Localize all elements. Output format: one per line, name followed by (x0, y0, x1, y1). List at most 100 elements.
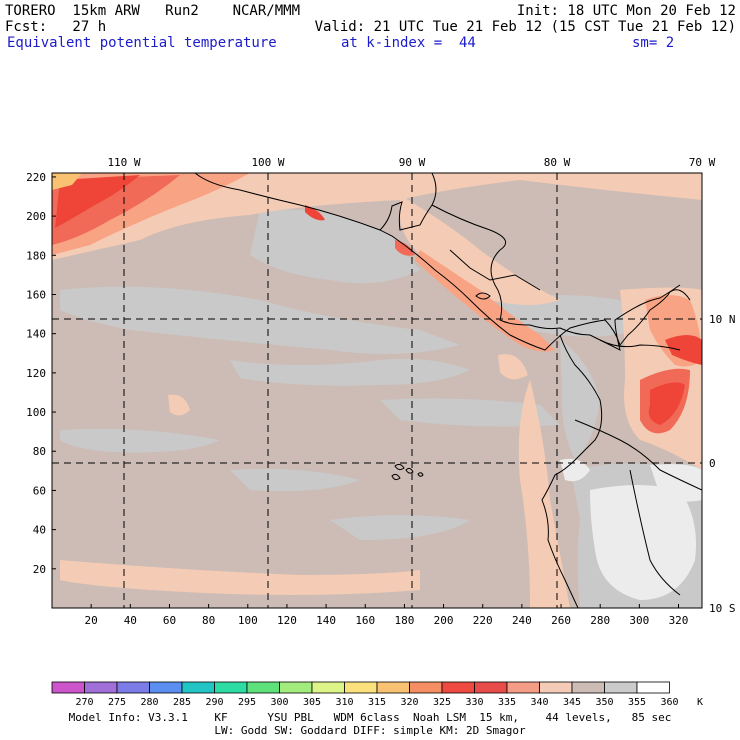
x-tick-label: 140 (316, 614, 336, 627)
x-tick-label: 40 (124, 614, 137, 627)
x-tick-label: 320 (669, 614, 689, 627)
lat-label-0: 0 (709, 457, 716, 470)
lon-label-70w: 70 W (689, 156, 716, 169)
legend-swatch (474, 681, 508, 694)
coastlines (194, 173, 702, 608)
x-tick-label: 180 (394, 614, 414, 627)
y-axis-ticks: 20 40 60 80 100 120 140 160 180 200 220 (26, 171, 56, 576)
gray-area (330, 515, 470, 540)
y-tick-label: 120 (26, 367, 46, 380)
y-tick-label: 180 (26, 249, 46, 262)
x-tick-label: 80 (202, 614, 215, 627)
white-area (650, 464, 702, 502)
legend-label: 355 (628, 697, 646, 708)
x-tick-label: 20 (85, 614, 98, 627)
legend-label: 270 (75, 697, 93, 708)
gray-area (250, 209, 420, 284)
gray-area (230, 468, 360, 492)
legend-swatch (214, 681, 248, 694)
legend-label: 350 (595, 697, 613, 708)
legend-swatch (604, 681, 638, 694)
legend-label: 320 (400, 697, 418, 708)
lon-label-110w: 110 W (107, 156, 140, 169)
legend-label: 310 (335, 697, 353, 708)
x-tick-label: 200 (434, 614, 454, 627)
legend-label: 285 (173, 697, 191, 708)
legend-swatch (344, 681, 378, 694)
warm-area (168, 394, 190, 416)
x-tick-label: 160 (355, 614, 375, 627)
gray-area (230, 358, 470, 386)
white-area (560, 458, 590, 482)
warm-area (498, 354, 528, 380)
y-tick-label: 60 (33, 484, 46, 497)
x-tick-label: 60 (163, 614, 176, 627)
y-tick-label: 80 (33, 445, 46, 458)
warm-strong-area (395, 240, 415, 256)
legend-label: 335 (498, 697, 516, 708)
y-tick-label: 40 (33, 524, 46, 537)
gray-area (60, 428, 220, 453)
warm-red-area (55, 175, 140, 228)
legend-swatch (571, 681, 605, 694)
legend-swatch (181, 681, 215, 694)
peru-border (574, 419, 702, 491)
legend-swatch (311, 681, 345, 694)
legend-label: 360 (660, 697, 678, 708)
caribbean-coast (431, 204, 591, 336)
white-area (590, 485, 696, 600)
colombia-coast (589, 284, 681, 351)
legend-label: 295 (238, 697, 256, 708)
y-tick-label: 20 (33, 563, 46, 576)
bolivia-border (629, 469, 681, 596)
yucatan-coast (379, 173, 437, 231)
warm-red-area (305, 205, 325, 221)
legend-swatch (376, 681, 410, 694)
y-tick-label: 200 (26, 210, 46, 223)
level-index: at k-index = 44 (341, 35, 476, 51)
galapagos-island (405, 467, 414, 474)
model-title: TORERO 15km ARW Run2 NCAR/MMM (5, 3, 301, 19)
valid-time: Valid: 21 UTC Tue 21 Feb 12 (15 CST Tue … (314, 19, 736, 35)
gray-area (380, 398, 560, 427)
legend-label: 340 (530, 697, 548, 708)
warm-area (52, 173, 702, 260)
forecast-hour: Fcst: 27 h (5, 19, 107, 35)
x-axis-ticks: 20 40 60 80 100 120 140 160 180 200 220 240 260 280 30… (85, 604, 689, 627)
lon-label-100w: 100 W (251, 156, 284, 169)
x-tick-label: 240 (512, 614, 532, 627)
venezuela-border (599, 339, 681, 351)
legend-label: 345 (563, 697, 581, 708)
galapagos-island (391, 473, 401, 481)
y-tick-label: 100 (26, 406, 46, 419)
field-name: Equivalent potential temperature (7, 35, 277, 51)
legend-label: 315 (368, 697, 386, 708)
x-tick-label: 280 (590, 614, 610, 627)
galapagos-island (394, 463, 405, 471)
y-tick-label: 160 (26, 288, 46, 301)
legend-swatch (246, 681, 280, 694)
legend-label: 300 (270, 697, 288, 708)
legend-swatch (409, 681, 443, 694)
legend-label: 305 (303, 697, 321, 708)
lat-label-10s: 10 S (709, 602, 736, 615)
color-legend: 270 275 280 285 290 295 300 305 310 315 320 325 330 3… (51, 681, 703, 708)
x-tick-label: 260 (551, 614, 571, 627)
honduras-border (449, 249, 541, 291)
legend-label: 280 (140, 697, 158, 708)
legend-label: 290 (205, 697, 223, 708)
pacific-coastline (194, 173, 691, 351)
physics-info: LW: Godd SW: Goddard DIFF: simple KM: 2D… (214, 724, 526, 737)
x-tick-label: 300 (629, 614, 649, 627)
lon-label-90w: 90 W (399, 156, 426, 169)
legend-swatch (84, 681, 118, 694)
galapagos-island (417, 472, 424, 477)
legend-swatch (441, 681, 475, 694)
y-tick-label: 140 (26, 328, 46, 341)
x-tick-label: 100 (238, 614, 258, 627)
gray-area (560, 340, 600, 460)
legend-unit: K (697, 697, 703, 708)
warm-area (60, 560, 420, 595)
smoothing-value: sm= 2 (632, 35, 675, 51)
